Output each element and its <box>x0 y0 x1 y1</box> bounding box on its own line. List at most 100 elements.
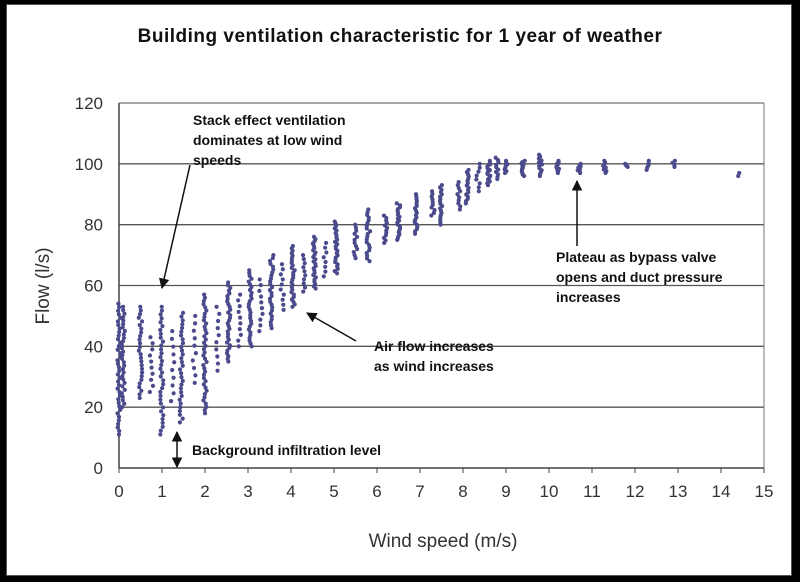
data-point <box>122 380 127 386</box>
annotation-text: increases <box>556 289 621 305</box>
data-point <box>302 285 308 290</box>
data-point <box>115 319 120 324</box>
y-tick-label: 0 <box>94 459 103 478</box>
data-point <box>178 405 183 410</box>
data-point <box>177 367 183 372</box>
data-point <box>138 308 143 313</box>
data-point <box>503 158 509 163</box>
data-point <box>117 329 122 335</box>
data-point <box>179 393 184 399</box>
data-point <box>280 297 285 302</box>
data-point <box>203 401 208 406</box>
data-points <box>115 152 742 437</box>
data-point <box>171 344 176 349</box>
data-point <box>120 384 125 389</box>
data-point <box>556 158 561 163</box>
data-point <box>179 359 185 365</box>
data-point <box>201 375 206 381</box>
data-point <box>203 327 208 332</box>
data-point <box>159 304 164 309</box>
data-point <box>121 318 126 323</box>
data-point <box>258 283 263 288</box>
x-tick-label: 7 <box>415 482 424 501</box>
data-point <box>190 358 195 363</box>
data-point <box>159 308 165 313</box>
data-point <box>203 337 208 342</box>
data-point <box>160 424 165 429</box>
data-point <box>302 261 307 266</box>
data-point <box>158 393 163 398</box>
data-point <box>201 318 206 323</box>
data-point <box>290 243 295 249</box>
data-point <box>192 343 197 348</box>
data-point <box>352 240 357 246</box>
data-point <box>201 382 206 387</box>
data-point <box>116 322 121 328</box>
data-point <box>179 382 184 387</box>
data-point <box>217 311 222 316</box>
data-point <box>323 264 328 269</box>
data-point <box>179 344 184 349</box>
data-point <box>201 298 206 304</box>
data-point <box>121 377 126 382</box>
data-point <box>301 265 306 270</box>
data-point <box>121 349 126 354</box>
data-point <box>202 314 207 320</box>
data-point <box>116 418 121 423</box>
data-point <box>539 162 545 167</box>
annotation-text: Plateau as bypass valve <box>556 249 717 265</box>
data-point <box>158 401 163 406</box>
data-point <box>204 388 209 393</box>
x-tick-label: 6 <box>372 482 381 501</box>
data-point <box>177 397 182 402</box>
data-point <box>177 412 183 417</box>
airflow-arrow <box>306 312 357 342</box>
data-point <box>354 228 359 233</box>
data-point <box>280 277 285 282</box>
data-point <box>323 245 328 250</box>
y-tick-label: 40 <box>84 337 103 356</box>
data-point <box>258 323 263 328</box>
data-point <box>323 269 328 274</box>
data-point <box>332 268 337 274</box>
data-point <box>177 420 182 425</box>
x-tick-label: 12 <box>626 482 645 501</box>
data-point <box>137 381 142 386</box>
data-point <box>237 304 242 309</box>
data-point <box>116 382 122 388</box>
data-point <box>159 362 164 367</box>
data-point <box>180 322 185 327</box>
data-point <box>115 308 121 313</box>
data-point <box>158 366 163 371</box>
x-tick-label: 5 <box>329 482 338 501</box>
data-point <box>120 315 126 320</box>
data-point <box>137 337 142 342</box>
data-point <box>120 339 126 344</box>
data-point <box>257 277 262 282</box>
data-point <box>160 324 165 329</box>
x-tick-label: 14 <box>712 482 731 501</box>
data-point <box>201 398 206 403</box>
data-point <box>180 363 185 368</box>
data-point <box>228 285 233 291</box>
data-point <box>180 337 185 342</box>
data-point <box>116 414 122 419</box>
data-point <box>119 342 124 347</box>
data-point <box>168 398 174 404</box>
data-point <box>158 374 163 379</box>
data-point <box>439 183 444 188</box>
data-point <box>271 252 276 258</box>
data-point <box>215 325 220 331</box>
x-tick-label: 11 <box>583 482 601 501</box>
data-point <box>120 373 125 379</box>
data-point <box>116 365 122 370</box>
data-point <box>536 152 542 157</box>
data-point <box>180 416 185 421</box>
data-point <box>258 317 263 322</box>
data-point <box>204 330 209 336</box>
data-point <box>477 165 482 170</box>
data-point <box>116 397 121 402</box>
data-point <box>258 294 264 299</box>
data-point <box>179 314 184 319</box>
